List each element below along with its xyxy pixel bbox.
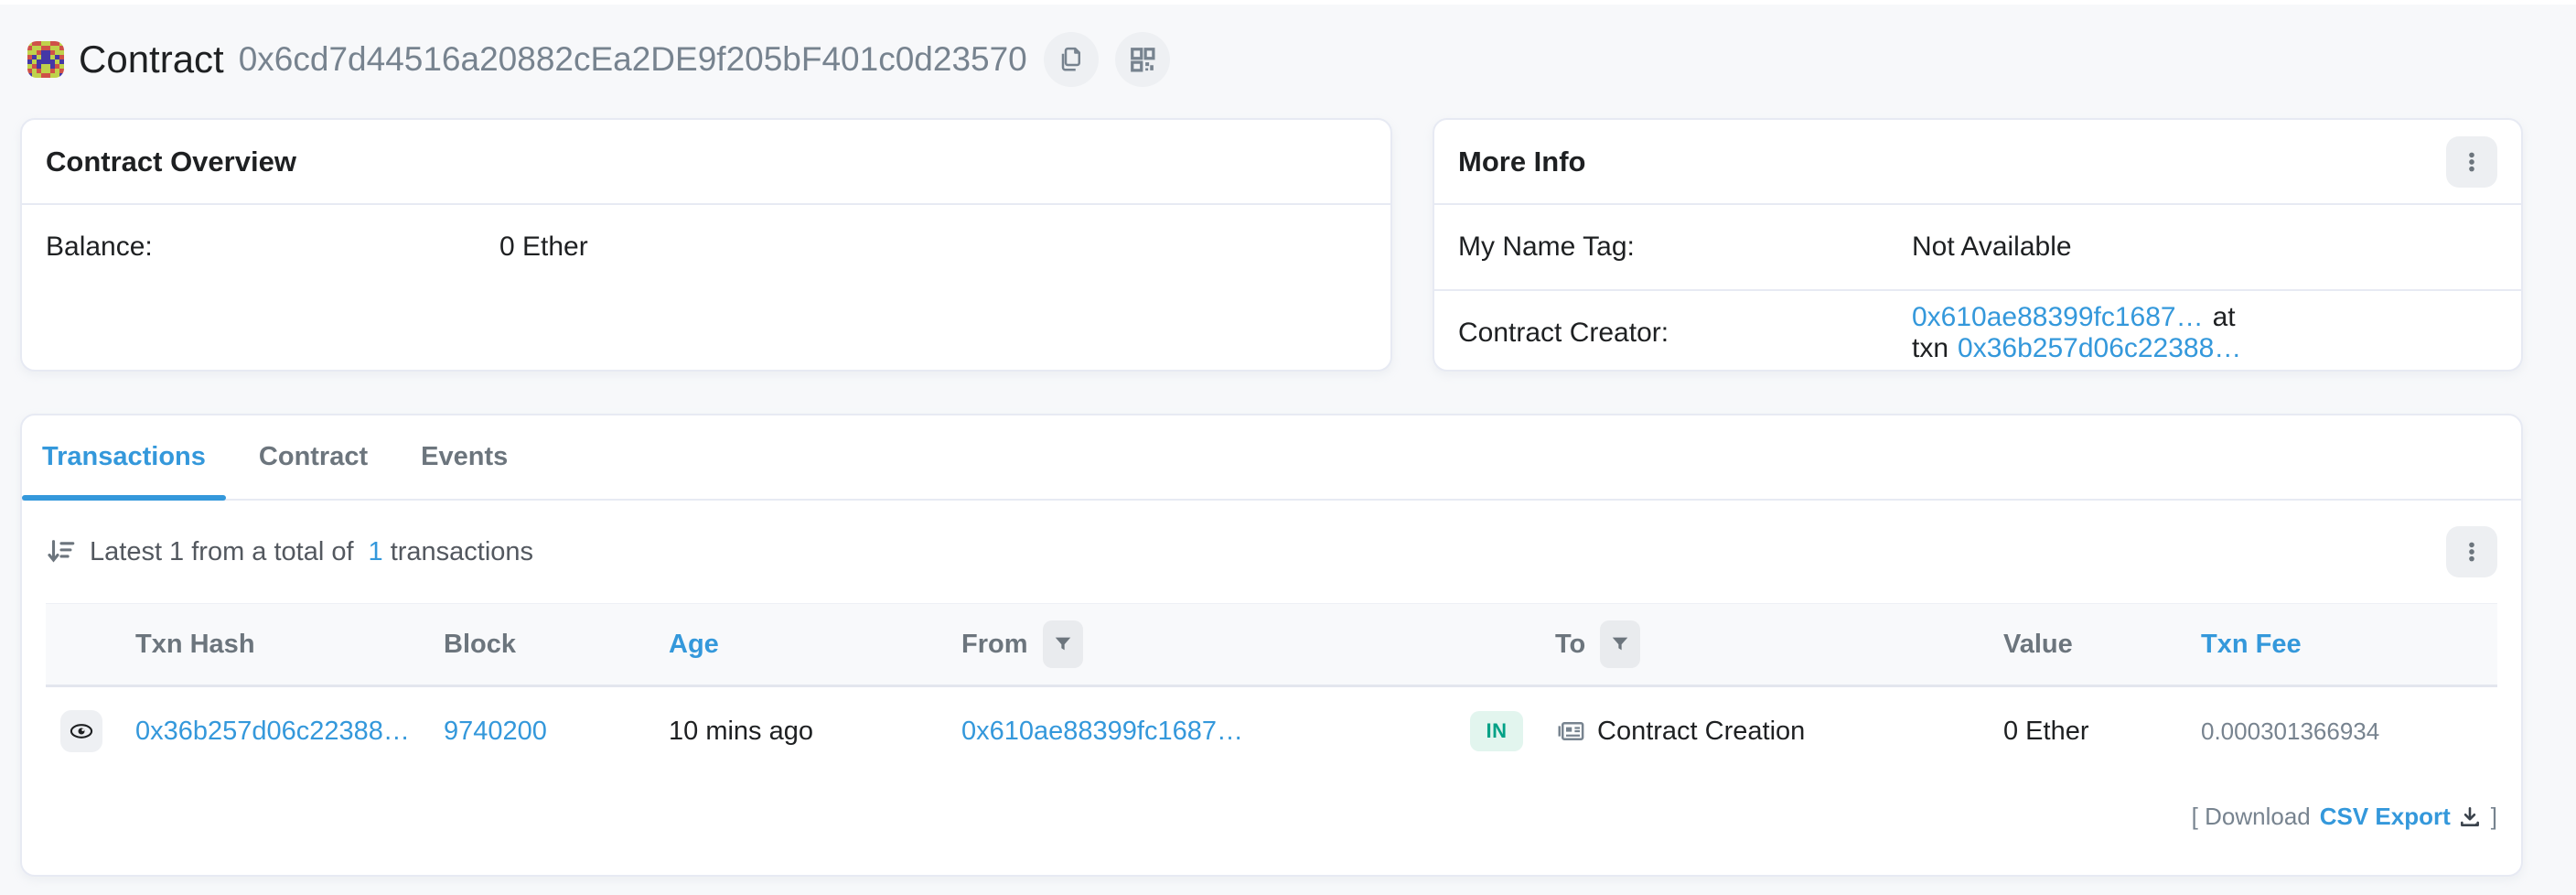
header-value: Value [2003,603,2201,687]
creator-txn-link[interactable]: 0x36b257d06c22388… [1958,333,2242,363]
download-suffix-text: ] [2490,803,2497,830]
header-direction-spacer [1470,603,1555,687]
kebab-menu-icon [2460,150,2484,174]
to-contract-creation-text: Contract Creation [1597,716,1806,746]
contract-creator-value: 0x610ae88399fc1687… at txn 0x36b257d06c223… [1912,302,2497,364]
header-txn-fee[interactable]: Txn Fee [2201,603,2497,687]
copy-address-button[interactable] [1043,32,1099,87]
direction-badge: IN [1470,711,1523,751]
header-from: From [961,603,1470,687]
to-label: To [1555,629,1586,659]
header-to: To [1555,603,2003,687]
filter-funnel-icon [1610,634,1630,654]
header-age[interactable]: Age [669,603,961,687]
total-transactions-count[interactable]: 1 [368,536,383,566]
creator-at-txn-text: at txn [1912,302,2236,363]
copy-icon [1057,46,1085,73]
contract-overview-title: Contract Overview [46,145,296,178]
txn-hash-link[interactable]: 0x36b257d06c22388… [135,716,410,746]
header-eye-spacer [46,603,135,687]
header-txn-hash: Txn Hash [135,603,444,687]
more-info-title: More Info [1458,145,1586,178]
contract-creator-row: Contract Creator: 0x610ae88399fc1687… at … [1434,289,2521,375]
block-link[interactable]: 9740200 [444,716,547,746]
transactions-table-wrap: Txn Hash Block Age From [46,603,2497,775]
cell-txn-fee: 0.000301366934 [2201,686,2497,776]
kebab-menu-icon [2460,540,2484,564]
qr-code-button[interactable] [1114,32,1170,87]
name-tag-value: Not Available [1912,232,2072,262]
creator-address-link[interactable]: 0x610ae88399fc1687… [1912,302,2204,332]
latest-transactions-text: Latest 1 from a total of [90,536,354,566]
tab-contract[interactable]: Contract [258,442,369,471]
contract-overview-card: Contract Overview Balance: 0 Ether [20,118,1392,372]
cell-from: 0x610ae88399fc1687… [961,686,1470,776]
more-info-card: More Info My Name Tag: Not Available Con… [1433,118,2523,372]
cell-txn-hash: 0x36b257d06c22388… [135,686,444,776]
preview-txn-button[interactable] [60,710,102,752]
contract-address: 0x6cd7d44516a20882cEa2DE9f205bF401c0d235… [238,40,1027,78]
sort-amount-down-icon [46,536,77,567]
more-info-menu-button[interactable] [2446,135,2497,188]
name-tag-row: My Name Tag: Not Available [1434,205,2521,289]
balance-row: Balance: 0 Ether [22,205,1390,289]
transactions-toolbar: Latest 1 from a total of 1 transactions [22,501,2521,603]
from-address-link[interactable]: 0x610ae88399fc1687… [961,716,1243,746]
eye-icon [69,718,94,744]
qr-code-icon [1129,46,1156,73]
download-prefix-text: [ Download [2191,803,2311,830]
csv-export-link[interactable]: CSV Export [2319,803,2451,830]
contract-creator-label: Contract Creator: [1458,318,1669,348]
transactions-table: Txn Hash Block Age From [46,603,2497,775]
header-block: Block [444,603,669,687]
latest-transactions-suffix: transactions [390,536,534,566]
cell-value: 0 Ether [2003,716,2089,746]
cell-age: 10 mins ago [669,716,813,746]
tab-events[interactable]: Events [421,442,509,471]
from-label: From [961,629,1028,659]
contract-identicon-avatar [27,41,64,78]
balance-label: Balance: [46,232,153,262]
page-title: Contract [79,38,224,81]
contract-doc-icon [1555,717,1586,745]
download-icon [2458,805,2482,829]
tab-transactions[interactable]: Transactions [22,415,226,501]
cell-to: Contract Creation [1555,686,2003,776]
txn-fee-value: 0.000301366934 [2201,717,2380,745]
name-tag-label: My Name Tag: [1458,232,1635,262]
tabbar: Transactions Contract Events [22,415,2521,501]
filter-funnel-icon [1053,634,1073,654]
transactions-menu-button[interactable] [2446,526,2497,577]
txn-fee-sort-link[interactable]: Txn Fee [2201,629,2302,659]
cell-direction: IN [1470,686,1555,776]
transactions-card: Transactions Contract Events Latest 1 fr… [20,414,2523,877]
table-header-row: Txn Hash Block Age From [46,603,2497,687]
page-header: Contract 0x6cd7d44516a20882cEa2DE9f205bF… [0,5,2576,111]
top-divider [0,0,2576,5]
to-filter-button[interactable] [1600,620,1641,668]
from-filter-button[interactable] [1042,620,1083,668]
summary-cards-row: Contract Overview Balance: 0 Ether More … [20,118,2523,372]
csv-export-row: [ Download CSV Export ] [46,803,2497,831]
age-sort-link[interactable]: Age [669,629,719,659]
balance-value: 0 Ether [499,232,588,262]
transaction-row: 0x36b257d06c22388… 9740200 10 mins ago 0… [46,686,2497,776]
cell-block: 9740200 [444,686,669,776]
cell-preview [46,686,135,776]
